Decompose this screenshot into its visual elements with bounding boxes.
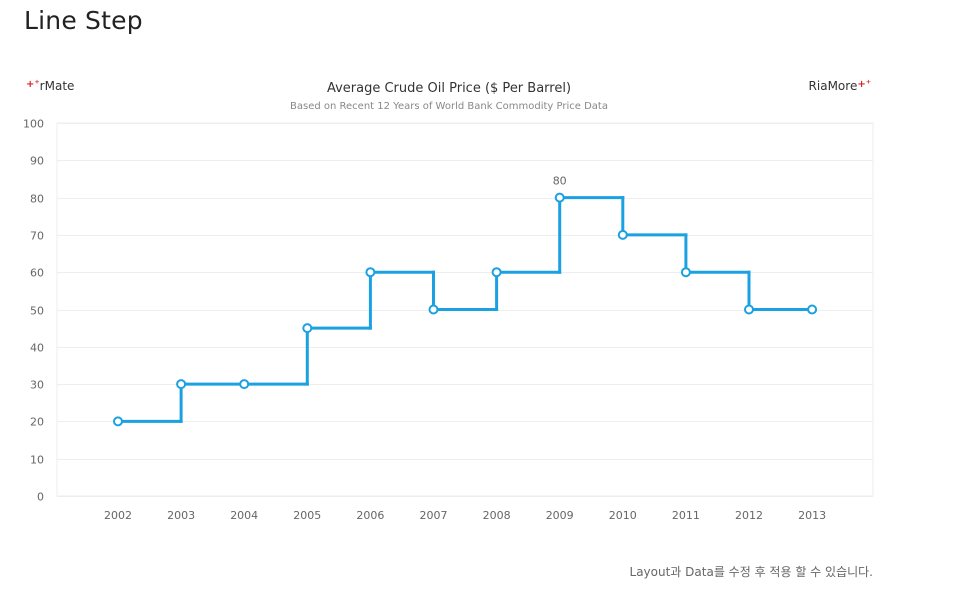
chart-subtitle: Based on Recent 12 Years of World Bank C… bbox=[290, 101, 608, 112]
data-label: 80 bbox=[553, 175, 567, 188]
x-tick-label: 2003 bbox=[167, 509, 195, 522]
data-point-marker bbox=[176, 379, 187, 390]
data-point-marker bbox=[365, 267, 376, 278]
data-point-marker bbox=[744, 304, 754, 315]
x-tick-label: 2011 bbox=[672, 509, 700, 522]
y-tick-label: 50 bbox=[30, 305, 44, 318]
x-tick-label: 2010 bbox=[609, 509, 637, 522]
x-tick-label: 2002 bbox=[104, 509, 132, 522]
plus-icon: +⁺ bbox=[26, 79, 40, 90]
brand-logo-left: +⁺rMate bbox=[26, 79, 74, 93]
x-tick-label: 2008 bbox=[483, 509, 511, 522]
x-tick-label: 2012 bbox=[735, 509, 763, 522]
chart-title: Average Crude Oil Price ($ Per Barrel) bbox=[326, 81, 572, 96]
footer-note: Layout과 Data를 수정 후 적용 할 수 있습니다. bbox=[629, 565, 873, 579]
data-point-marker bbox=[554, 192, 565, 203]
y-tick-label: 40 bbox=[30, 342, 44, 355]
data-point-marker bbox=[239, 379, 250, 390]
plus-icon: +⁺ bbox=[857, 79, 871, 90]
y-tick-label: 20 bbox=[30, 416, 44, 429]
x-tick-label: 2004 bbox=[230, 509, 258, 522]
data-point-marker bbox=[807, 304, 818, 315]
data-point-marker bbox=[491, 267, 502, 278]
data-point-marker bbox=[428, 304, 439, 315]
data-point-marker bbox=[617, 229, 628, 240]
page-title: Line Step bbox=[24, 6, 143, 35]
y-tick-label: 0 bbox=[37, 491, 44, 504]
x-tick-label: 2007 bbox=[420, 509, 448, 522]
y-tick-label: 10 bbox=[30, 454, 44, 467]
brand-right-label: RiaMore bbox=[808, 79, 858, 93]
data-point-marker bbox=[302, 323, 313, 334]
x-tick-label: 2013 bbox=[798, 509, 826, 522]
data-point-marker bbox=[113, 416, 123, 427]
y-tick-label: 90 bbox=[30, 155, 44, 168]
y-tick-label: 30 bbox=[30, 379, 44, 392]
y-tick-label: 70 bbox=[30, 230, 44, 243]
y-tick-label: 60 bbox=[30, 267, 44, 280]
brand-left-label: rMate bbox=[39, 79, 75, 93]
y-tick-label: 80 bbox=[30, 193, 44, 206]
x-tick-label: 2006 bbox=[356, 509, 384, 522]
y-tick-label: 100 bbox=[23, 118, 44, 131]
brand-logo-right: RiaMore+⁺ bbox=[809, 79, 871, 93]
x-tick-label: 2005 bbox=[293, 509, 321, 522]
data-point-marker bbox=[680, 267, 691, 278]
x-tick-label: 2009 bbox=[546, 509, 574, 522]
